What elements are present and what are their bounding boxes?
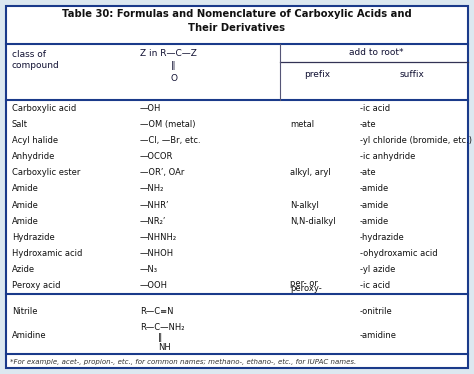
Text: -ate: -ate xyxy=(360,168,377,177)
Text: -ohydroxamic acid: -ohydroxamic acid xyxy=(360,249,438,258)
Text: Amide: Amide xyxy=(12,184,39,193)
Text: peroxy-: peroxy- xyxy=(290,284,322,293)
Text: Carboxylic ester: Carboxylic ester xyxy=(12,168,81,177)
Text: —N₃: —N₃ xyxy=(140,265,158,274)
Text: Acyl halide: Acyl halide xyxy=(12,136,58,145)
Text: compound: compound xyxy=(12,61,60,70)
Text: alkyl, aryl: alkyl, aryl xyxy=(290,168,331,177)
Text: -ic anhydride: -ic anhydride xyxy=(360,152,415,161)
Text: Carboxylic acid: Carboxylic acid xyxy=(12,104,76,113)
Text: O: O xyxy=(171,74,178,83)
Text: *For example, acet-, propion-, etc., for common names; methano-, ethano-, etc., : *For example, acet-, propion-, etc., for… xyxy=(10,359,356,365)
Text: —NH₂: —NH₂ xyxy=(140,184,164,193)
Text: prefix: prefix xyxy=(304,70,330,79)
Text: -ate: -ate xyxy=(360,120,377,129)
Text: Nitrile: Nitrile xyxy=(12,307,37,316)
Text: —NHR’: —NHR’ xyxy=(140,200,170,209)
Text: ‖: ‖ xyxy=(171,61,175,70)
Text: —NHNH₂: —NHNH₂ xyxy=(140,233,177,242)
Text: Peroxy acid: Peroxy acid xyxy=(12,281,61,291)
Text: —OM (metal): —OM (metal) xyxy=(140,120,195,129)
Text: —Cl, —Br, etc.: —Cl, —Br, etc. xyxy=(140,136,201,145)
Text: R—C—NH₂: R—C—NH₂ xyxy=(140,322,184,331)
Text: -yl chloride (bromide, etc.): -yl chloride (bromide, etc.) xyxy=(360,136,472,145)
Text: -yl azide: -yl azide xyxy=(360,265,395,274)
Text: —OH: —OH xyxy=(140,104,161,113)
Text: -hydrazide: -hydrazide xyxy=(360,233,405,242)
Text: metal: metal xyxy=(290,120,314,129)
Text: Table 30: Formulas and Nomenclature of Carboxylic Acids and: Table 30: Formulas and Nomenclature of C… xyxy=(62,9,412,19)
Text: Azide: Azide xyxy=(12,265,35,274)
Text: suffix: suffix xyxy=(399,70,424,79)
Text: per- or: per- or xyxy=(290,279,318,288)
Text: N-alkyl: N-alkyl xyxy=(290,200,319,209)
Text: NH: NH xyxy=(158,343,171,352)
Text: —NR₂’: —NR₂’ xyxy=(140,217,166,226)
Text: Amidine: Amidine xyxy=(12,331,46,340)
Text: R—C≡N: R—C≡N xyxy=(140,307,173,316)
Text: Hydrazide: Hydrazide xyxy=(12,233,55,242)
Text: class of: class of xyxy=(12,49,46,58)
Text: Amide: Amide xyxy=(12,200,39,209)
Text: add to root*: add to root* xyxy=(349,47,404,56)
Text: -amide: -amide xyxy=(360,217,389,226)
Text: Salt: Salt xyxy=(12,120,28,129)
Text: Their Derivatives: Their Derivatives xyxy=(189,23,285,33)
Text: -ic acid: -ic acid xyxy=(360,281,390,291)
Text: ‖: ‖ xyxy=(158,332,162,341)
Text: Z in R—C—Z: Z in R—C—Z xyxy=(140,49,197,58)
Text: Hydroxamic acid: Hydroxamic acid xyxy=(12,249,82,258)
Text: -onitrile: -onitrile xyxy=(360,307,393,316)
Text: -ic acid: -ic acid xyxy=(360,104,390,113)
Text: —OCOR: —OCOR xyxy=(140,152,173,161)
Text: -amide: -amide xyxy=(360,200,389,209)
Text: —OOH: —OOH xyxy=(140,281,168,291)
Text: Amide: Amide xyxy=(12,217,39,226)
Text: Anhydride: Anhydride xyxy=(12,152,55,161)
Text: —NHOH: —NHOH xyxy=(140,249,174,258)
Text: —OR’, OAr: —OR’, OAr xyxy=(140,168,184,177)
Text: N,N-dialkyl: N,N-dialkyl xyxy=(290,217,336,226)
Text: -amidine: -amidine xyxy=(360,331,397,340)
Text: -amide: -amide xyxy=(360,184,389,193)
